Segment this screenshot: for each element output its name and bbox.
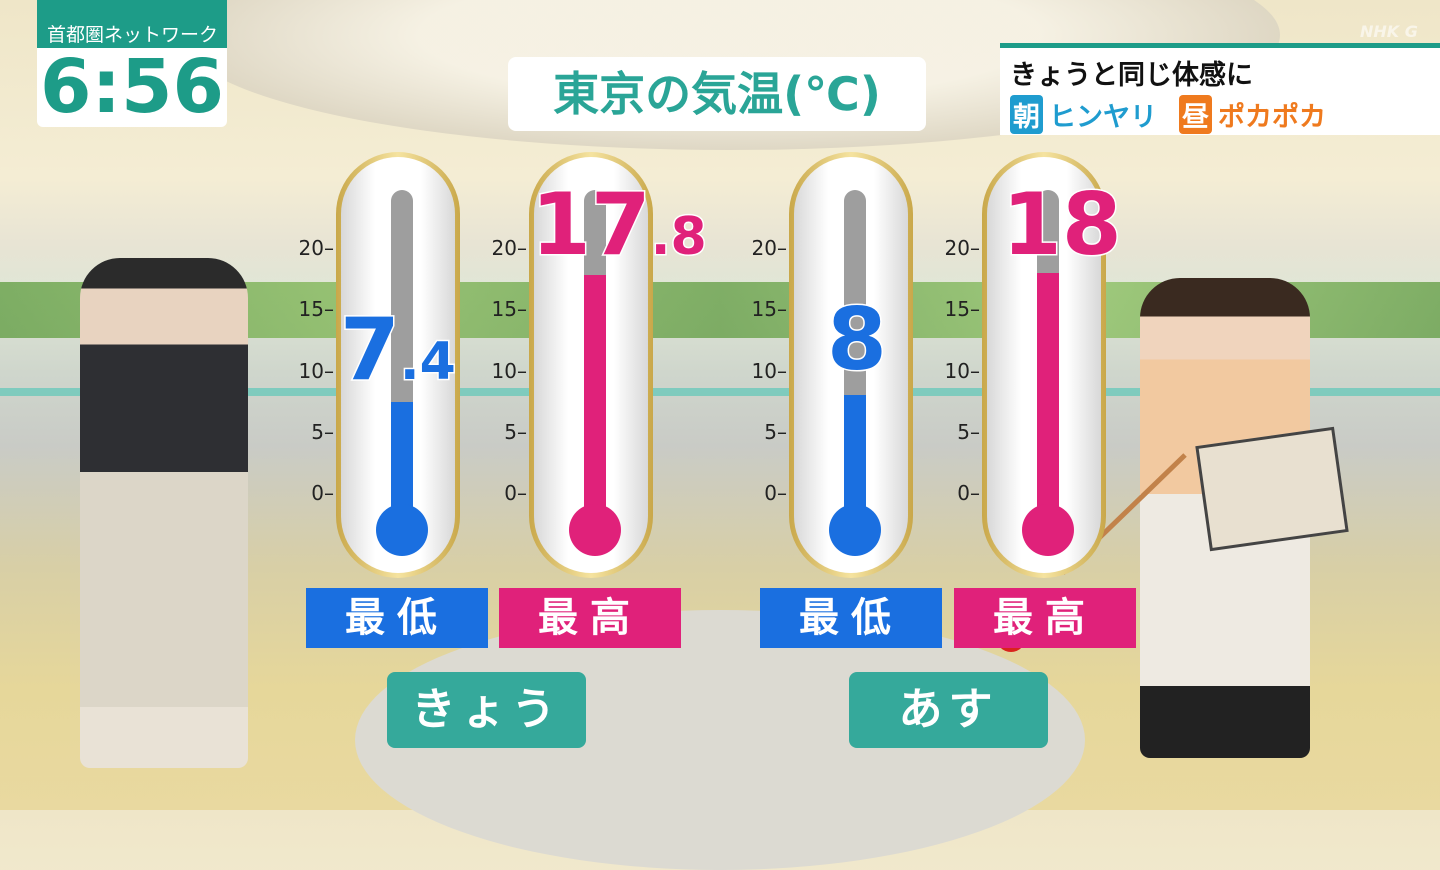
y-tick-label: 20– [298,236,334,260]
presenter-left [80,258,248,768]
temperature-bar-tomorrow-low [844,395,866,517]
value-label-tomorrow-high: 18 [1001,175,1124,275]
info-panel: きょうと同じ体感に 朝 ヒンヤリ 昼 ポカポカ [1000,43,1440,135]
y-tick-label: 20– [944,236,980,260]
label-tomorrow-low: 最低 [760,588,942,648]
y-tick-label: 0– [311,481,334,505]
y-tick-label: 20– [751,236,787,260]
thermometer-today-high [529,152,653,578]
y-tick-label: 10– [944,358,980,383]
y-tick-label: 0– [504,481,527,505]
temperature-bar-today-low [391,402,413,517]
label-today: きょう [387,672,586,748]
thermometer-bulb [569,504,621,556]
label-today-low: 最低 [306,588,488,648]
value-label-tomorrow-low: 8 [826,290,889,390]
thermometer-tomorrow-low [789,152,913,578]
thermometer-bulb [376,504,428,556]
value-label-today-high: 17.8 [530,175,709,275]
thermometer-bulb [1022,504,1074,556]
label-today-high: 最高 [499,588,681,648]
channel-logo: NHK G [1360,22,1418,41]
temperature-bar-today-high [584,274,606,517]
thermometer-tomorrow-high [982,152,1106,578]
value-label-today-low: 7.4 [339,300,458,400]
studio-rail [0,388,1440,396]
noon-text: ポカポカ [1218,102,1326,133]
label-tomorrow: あす [849,672,1048,748]
y-tick-label: 15– [298,297,334,322]
presenter-board [1195,426,1349,552]
temperature-bar-tomorrow-high [1037,272,1059,517]
y-tick-label: 0– [764,481,787,505]
program-clock: 首都圏ネットワーク 6:56 [37,0,227,127]
label-tomorrow-high: 最高 [954,588,1136,648]
thermometer-today-low [336,152,460,578]
y-tick-label: 5– [764,419,787,444]
y-tick-label: 10– [751,358,787,383]
clock-time: 6:56 [39,44,225,127]
y-tick-label: 0– [957,481,980,505]
thermometer-bulb [829,504,881,556]
morning-text: ヒンヤリ [1049,102,1157,133]
y-tick-label: 20– [491,236,527,260]
chart-title: 東京の気温(℃) [508,57,926,131]
y-tick-label: 5– [311,419,334,444]
y-tick-label: 10– [491,358,527,383]
y-tick-label: 15– [491,297,527,322]
y-tick-label: 5– [504,419,527,444]
noon-tag: 昼 [1179,95,1212,134]
y-tick-label: 15– [944,297,980,322]
y-tick-label: 5– [957,419,980,444]
info-headline: きょうと同じ体感に [1010,60,1253,91]
program-name: 首都圏ネットワーク [37,0,227,48]
morning-tag: 朝 [1010,95,1043,134]
y-tick-label: 15– [751,297,787,322]
y-tick-label: 10– [298,358,334,383]
